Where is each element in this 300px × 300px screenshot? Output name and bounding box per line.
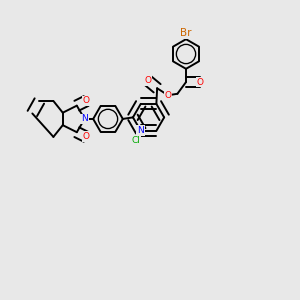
Text: O: O (165, 91, 172, 100)
Text: O: O (83, 97, 90, 106)
Text: N: N (137, 126, 144, 135)
Text: O: O (196, 78, 203, 87)
Text: O: O (144, 76, 151, 85)
Text: O: O (83, 132, 90, 141)
Text: Cl: Cl (132, 136, 140, 145)
Text: N: N (81, 114, 88, 123)
Text: Br: Br (180, 28, 192, 38)
